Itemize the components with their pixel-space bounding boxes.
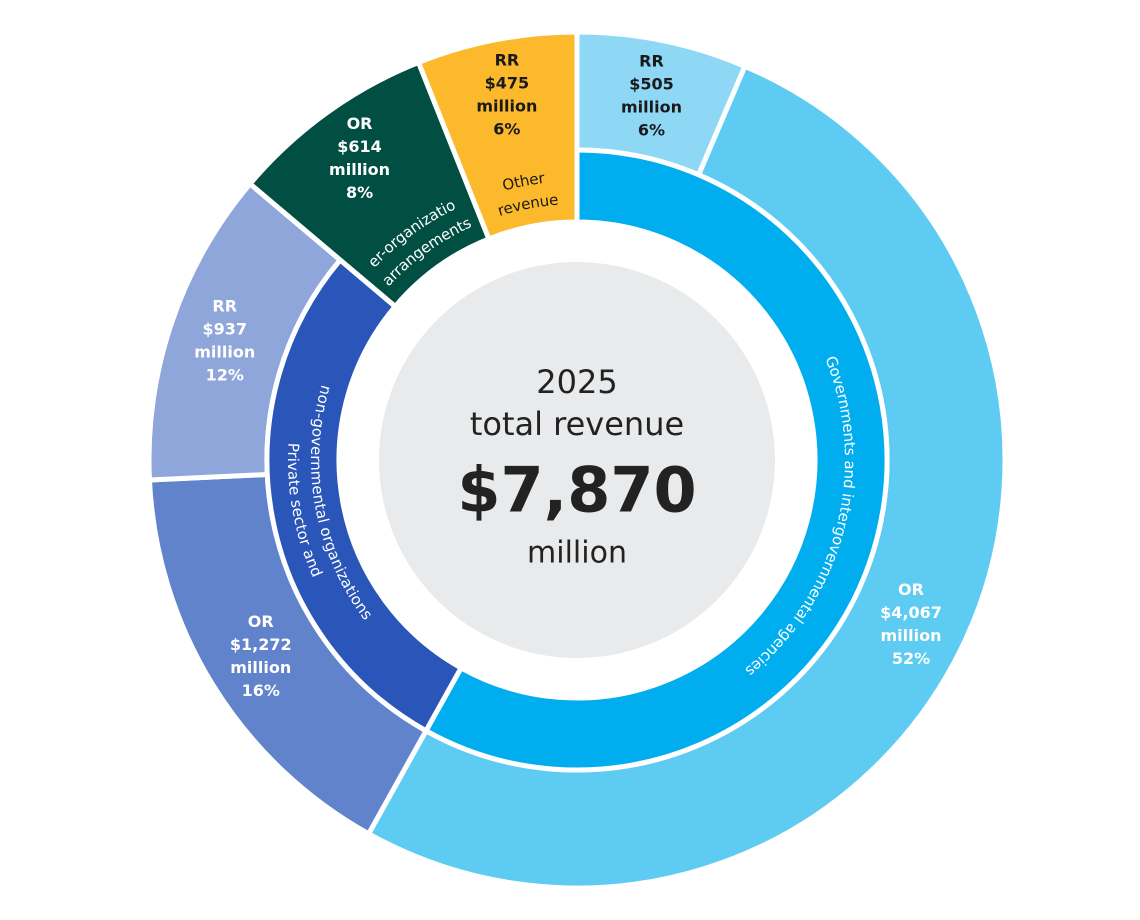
value-label: million (881, 626, 942, 645)
percent-label: 52% (892, 649, 930, 668)
center-unit: million (527, 536, 627, 571)
percent-label: 16% (242, 681, 280, 700)
value-label: million (194, 342, 255, 361)
center-disc (379, 262, 775, 658)
center-year: 2025 (536, 363, 617, 401)
value-label: $1,272 (230, 635, 292, 654)
value-label: $614 (337, 137, 382, 156)
segment-type: RR (639, 52, 664, 71)
value-label: $505 (629, 75, 674, 94)
value-label: million (476, 97, 537, 116)
group-segment (422, 147, 890, 773)
percent-label: 12% (206, 365, 244, 384)
center-total: $7,870 (457, 454, 696, 527)
segment-type: RR (495, 51, 520, 70)
segment-type: OR (248, 612, 274, 631)
group-segment (264, 256, 465, 735)
percent-label: 6% (493, 120, 520, 139)
value-label: million (230, 658, 291, 677)
segment-type: RR (212, 296, 237, 315)
value-label: $475 (485, 74, 530, 93)
percent-label: 8% (346, 183, 373, 202)
value-label: $937 (202, 319, 247, 338)
percent-label: 6% (638, 121, 665, 140)
value-label: million (329, 160, 390, 179)
value-label: million (621, 98, 682, 117)
segment-type: OR (347, 114, 373, 133)
segment-type: OR (898, 580, 924, 599)
segment (415, 29, 580, 243)
value-label: $4,067 (880, 603, 942, 622)
center-label: total revenue (470, 405, 684, 443)
